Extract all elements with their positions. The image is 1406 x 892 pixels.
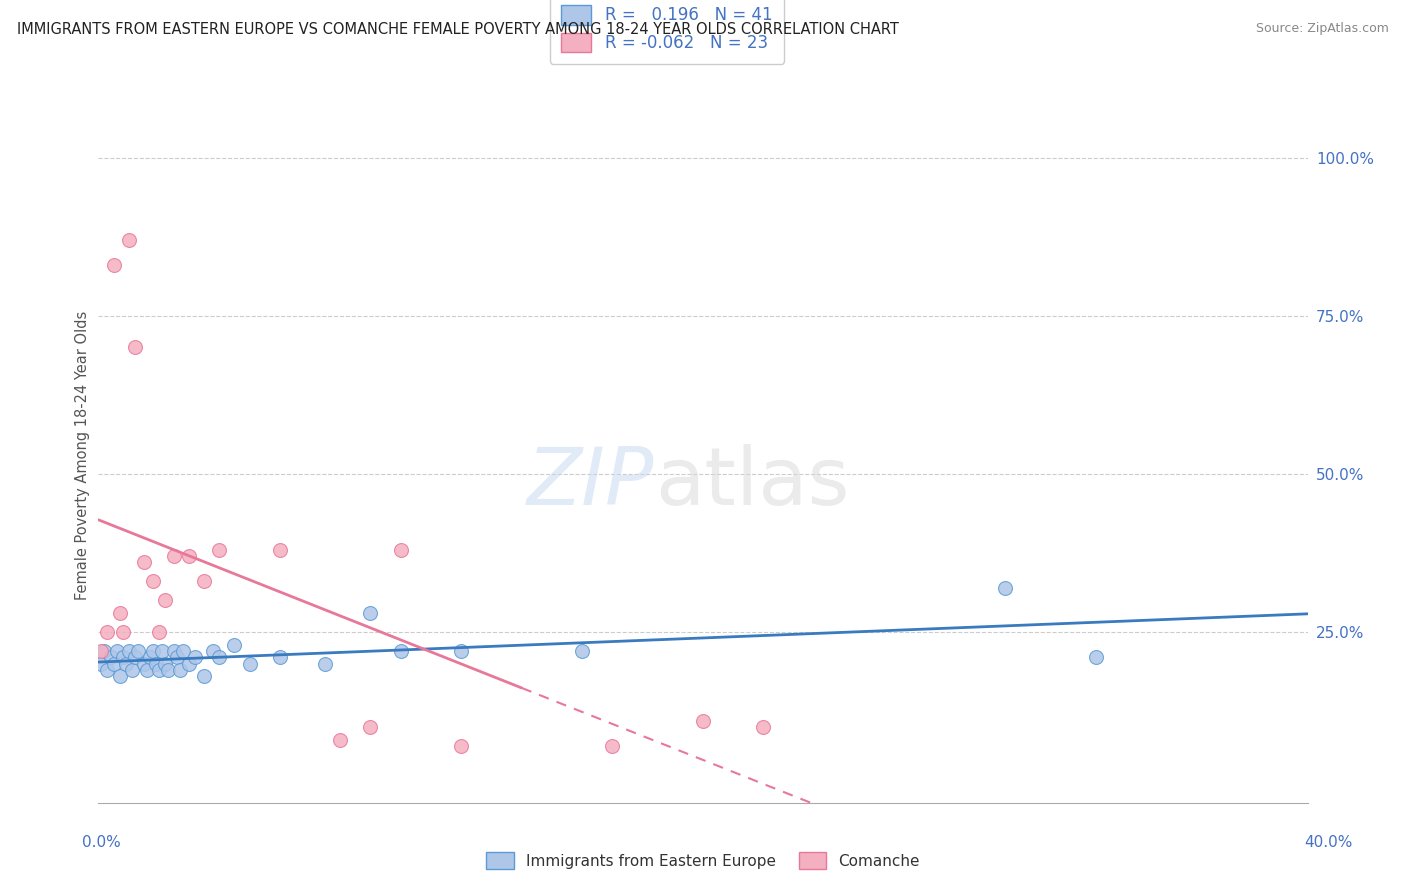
Point bbox=[156, 663, 179, 677]
Point bbox=[132, 556, 155, 570]
Point bbox=[90, 644, 112, 658]
Text: atlas: atlas bbox=[655, 443, 849, 522]
Point bbox=[329, 732, 352, 747]
Point bbox=[103, 258, 125, 272]
Point bbox=[111, 650, 134, 665]
Point bbox=[208, 542, 231, 557]
Point bbox=[1085, 650, 1108, 665]
Point bbox=[571, 644, 593, 658]
Point bbox=[139, 650, 162, 665]
Point bbox=[96, 625, 118, 640]
Point bbox=[239, 657, 262, 671]
Point bbox=[184, 650, 207, 665]
Point bbox=[118, 233, 141, 247]
Point bbox=[100, 650, 122, 665]
Legend: R =   0.196   N = 41, R = -0.062   N = 23: R = 0.196 N = 41, R = -0.062 N = 23 bbox=[550, 0, 785, 64]
Point bbox=[142, 644, 165, 658]
Text: 0.0%: 0.0% bbox=[82, 836, 121, 850]
Point bbox=[118, 644, 141, 658]
Text: ZIP: ZIP bbox=[527, 443, 655, 522]
Text: IMMIGRANTS FROM EASTERN EUROPE VS COMANCHE FEMALE POVERTY AMONG 18-24 YEAR OLDS : IMMIGRANTS FROM EASTERN EUROPE VS COMANC… bbox=[17, 22, 898, 37]
Y-axis label: Female Poverty Among 18-24 Year Olds: Female Poverty Among 18-24 Year Olds bbox=[75, 310, 90, 599]
Point bbox=[135, 663, 157, 677]
Point bbox=[124, 340, 146, 354]
Point bbox=[389, 644, 412, 658]
Point bbox=[127, 644, 149, 658]
Point bbox=[111, 625, 134, 640]
Point bbox=[108, 606, 131, 620]
Text: Source: ZipAtlas.com: Source: ZipAtlas.com bbox=[1256, 22, 1389, 36]
Legend: Immigrants from Eastern Europe, Comanche: Immigrants from Eastern Europe, Comanche bbox=[479, 846, 927, 875]
Point bbox=[179, 657, 201, 671]
Text: 40.0%: 40.0% bbox=[1305, 836, 1353, 850]
Point bbox=[994, 581, 1017, 595]
Point bbox=[208, 650, 231, 665]
Point bbox=[166, 650, 188, 665]
Point bbox=[602, 739, 624, 753]
Point bbox=[172, 644, 194, 658]
Point bbox=[224, 638, 246, 652]
Point bbox=[124, 650, 146, 665]
Point bbox=[103, 657, 125, 671]
Point bbox=[148, 625, 170, 640]
Point bbox=[153, 593, 176, 607]
Point bbox=[114, 657, 136, 671]
Point bbox=[153, 657, 176, 671]
Point bbox=[142, 574, 165, 589]
Point bbox=[108, 669, 131, 683]
Point bbox=[360, 606, 382, 620]
Point bbox=[193, 574, 215, 589]
Point bbox=[163, 644, 186, 658]
Point bbox=[90, 657, 112, 671]
Point bbox=[150, 644, 173, 658]
Point bbox=[93, 644, 115, 658]
Point bbox=[163, 549, 186, 563]
Point bbox=[132, 657, 155, 671]
Point bbox=[179, 549, 201, 563]
Point bbox=[450, 644, 472, 658]
Point bbox=[450, 739, 472, 753]
Point bbox=[193, 669, 215, 683]
Point bbox=[360, 720, 382, 734]
Point bbox=[169, 663, 191, 677]
Point bbox=[692, 714, 714, 728]
Point bbox=[389, 542, 412, 557]
Point bbox=[96, 663, 118, 677]
Point bbox=[105, 644, 128, 658]
Point bbox=[269, 650, 291, 665]
Point bbox=[752, 720, 775, 734]
Point bbox=[269, 542, 291, 557]
Point bbox=[121, 663, 143, 677]
Point bbox=[202, 644, 225, 658]
Point bbox=[314, 657, 336, 671]
Point bbox=[145, 657, 167, 671]
Point bbox=[148, 663, 170, 677]
